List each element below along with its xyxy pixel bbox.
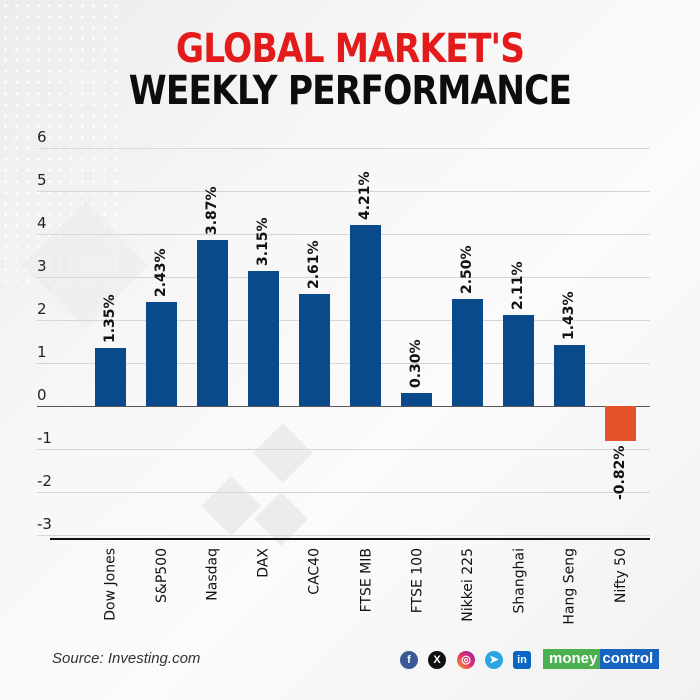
facebook-icon[interactable]: f [400,651,418,669]
bar-dax [248,270,279,406]
x-tick-label: Nikkei 225 [459,548,476,622]
data-label: 2.50% [459,244,475,294]
x-tick-label: S&P500 [153,548,170,603]
data-label: 1.43% [561,290,577,340]
x-axis-line [50,538,650,540]
gridline [37,406,650,407]
gridline [37,148,650,149]
logo-part-control: control [600,649,660,669]
bar-dow-jones [95,347,126,406]
bar-hang-seng [554,344,585,406]
y-tick-label: 5 [37,171,47,189]
gridline [37,191,650,192]
y-tick-label: 3 [37,257,47,275]
x-tick-label: FTSE 100 [409,548,426,614]
x-tick-label: Dow Jones [102,548,119,621]
gridline [37,277,650,278]
y-tick-label: 6 [37,128,47,146]
y-tick-label: -3 [37,515,52,533]
background-dot-pattern [0,0,120,290]
instagram-icon[interactable]: ◎ [457,651,475,669]
source-note: Source: Investing.com [52,650,201,667]
y-tick-label: 1 [37,343,47,361]
linkedin-icon[interactable]: in [513,651,531,669]
data-label: 1.35% [102,294,118,343]
gridline [37,320,650,321]
bar-ftse-100 [401,393,432,406]
x-tick-label: Shanghai [511,548,528,614]
x-tick-label: FTSE MIB [358,548,375,613]
data-label: 3.15% [255,216,271,266]
data-label: 2.11% [510,261,526,311]
gridline [37,535,650,536]
gridline [37,234,650,235]
bar-nasdaq [197,239,228,406]
gridline [37,363,650,364]
y-tick-label: 2 [37,300,47,318]
bar-nikkei-225 [452,298,483,406]
y-tick-label: -2 [37,472,52,490]
x-tick-label: DAX [255,548,272,578]
data-label: 3.87% [204,186,220,235]
data-label: 2.43% [153,247,169,297]
x-icon[interactable]: X [428,651,446,669]
data-label: 2.61% [306,240,322,289]
bar-nifty-50 [605,406,636,442]
x-tick-label: Hang Seng [561,548,578,625]
logo-part-money: money [543,649,601,669]
gridline [37,449,650,450]
data-label: 4.21% [357,171,373,220]
moneycontrol-logo: money control [543,649,660,669]
bar-shanghai [503,315,534,406]
chart-title-line2: WEEKLY PERFORMANCE [128,68,572,114]
data-label: -0.82% [612,445,628,501]
telegram-icon[interactable]: ➤ [485,651,503,669]
bar-s-p500 [146,301,177,406]
chart-title-line1: GLOBAL MARKET'S [175,26,525,72]
bar-cac40 [299,293,330,406]
y-tick-label: 4 [37,214,47,232]
gridline [37,492,650,493]
x-tick-label: Nifty 50 [613,548,630,604]
x-tick-label: CAC40 [306,548,323,595]
bar-ftse-mib [350,224,381,406]
y-tick-label: 0 [37,386,47,404]
y-tick-label: -1 [37,429,52,447]
data-label: 0.30% [408,339,424,389]
x-tick-label: Nasdaq [204,548,221,601]
